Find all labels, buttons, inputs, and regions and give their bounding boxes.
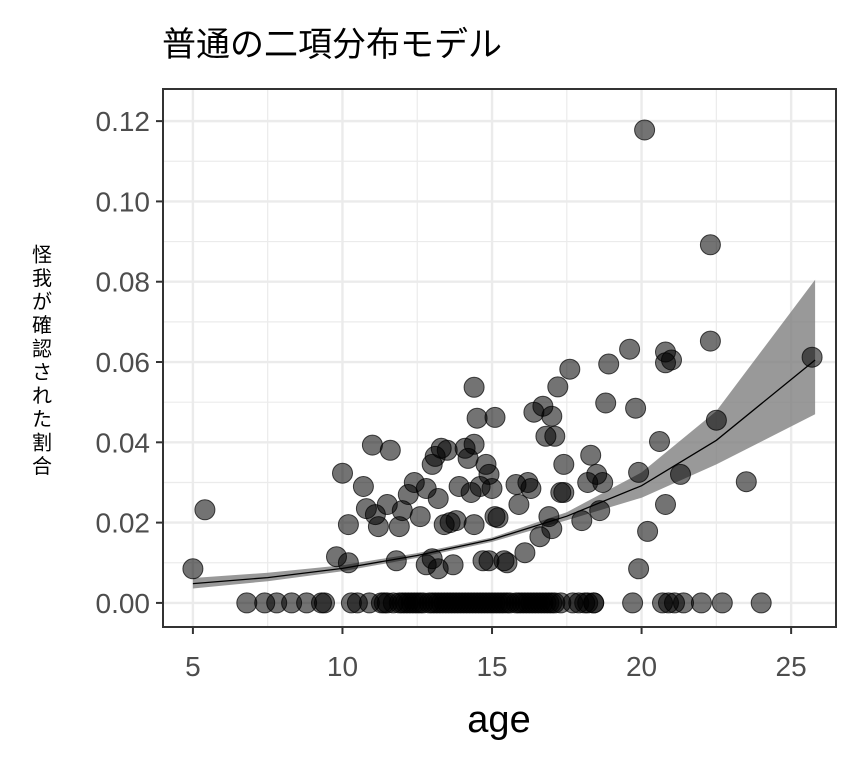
data-point	[352, 476, 374, 497]
data-point	[592, 472, 614, 493]
data-point	[583, 592, 605, 614]
data-point	[634, 119, 656, 141]
data-point	[484, 406, 506, 428]
data-point	[673, 592, 694, 614]
data-point	[595, 392, 617, 414]
y-axis: 0.00 0.02 0.04 0.06 0.08 0.10 0.12 怪我が確認された割合	[32, 106, 163, 619]
data-point	[361, 434, 383, 456]
data-point	[637, 520, 659, 542]
x-tick-label: 25	[776, 651, 807, 682]
panel-border	[162, 88, 837, 628]
y-tick-labels: 0.00 0.02 0.04 0.06 0.08 0.10 0.12	[96, 106, 151, 619]
y-tick-label: 0.10	[96, 186, 151, 217]
data-point	[436, 439, 458, 461]
data-point	[332, 462, 353, 484]
y-tick-label: 0.02	[96, 508, 151, 539]
y-tick-label: 0.04	[96, 427, 151, 458]
data-point	[337, 514, 359, 536]
data-point	[442, 554, 464, 576]
data-point	[559, 358, 581, 380]
data-point	[670, 463, 691, 485]
data-point	[463, 514, 485, 536]
data-point	[547, 376, 569, 398]
data-point	[705, 409, 727, 431]
data-point	[337, 552, 359, 574]
data-point	[541, 405, 563, 427]
data-point	[625, 397, 647, 419]
data-point	[580, 444, 602, 466]
y-tick-label: 0.06	[96, 347, 151, 378]
x-axis: 5 10 15 20 25 age	[185, 627, 807, 741]
data-point	[661, 349, 682, 371]
x-axis-label: age	[467, 699, 530, 741]
x-tick-labels: 5 10 15 20 25	[185, 651, 807, 682]
data-point	[481, 478, 503, 499]
data-point	[628, 461, 650, 483]
data-point	[544, 425, 566, 447]
data-point	[622, 592, 644, 614]
data-point	[379, 439, 401, 461]
data-point	[553, 453, 575, 475]
y-tick-marks	[156, 120, 163, 604]
x-tick-label: 20	[626, 651, 657, 682]
chart-title: 普通の二項分布モデル	[162, 25, 502, 65]
x-tick-label: 10	[327, 651, 358, 682]
data-point	[711, 592, 733, 614]
data-point	[194, 499, 216, 521]
data-point	[598, 353, 620, 375]
data-point	[735, 471, 757, 493]
data-point	[314, 592, 335, 614]
data-point	[463, 376, 485, 398]
y-tick-label: 0.12	[96, 106, 151, 137]
data-point	[589, 500, 611, 522]
data-point	[649, 431, 670, 452]
plot-panel	[162, 88, 837, 628]
x-tick-label: 15	[476, 651, 507, 682]
data-point	[463, 433, 485, 455]
data-points	[182, 119, 823, 614]
data-point	[409, 506, 431, 528]
data-point	[801, 346, 823, 368]
data-point	[445, 510, 467, 532]
data-point	[699, 330, 721, 352]
y-tick-label: 0.08	[96, 267, 151, 298]
data-point	[508, 494, 530, 515]
data-point	[182, 558, 204, 580]
data-point	[619, 338, 641, 360]
data-point	[541, 518, 563, 540]
data-point	[553, 482, 575, 503]
data-point	[487, 507, 509, 529]
y-tick-label: 0.00	[96, 588, 151, 619]
data-point	[514, 542, 536, 564]
data-point	[520, 478, 542, 499]
data-point	[699, 234, 721, 256]
data-point	[628, 558, 650, 580]
fit-line	[192, 359, 816, 585]
data-point	[750, 592, 772, 614]
data-point	[367, 516, 389, 538]
data-point	[236, 592, 258, 614]
x-tick-label: 5	[185, 651, 201, 682]
x-tick-marks	[191, 627, 793, 634]
data-point	[496, 552, 518, 574]
confidence-band	[192, 279, 816, 589]
data-point	[427, 488, 449, 509]
data-point	[466, 407, 488, 429]
y-axis-label: 怪我が確認された割合	[32, 242, 52, 478]
data-point	[690, 592, 712, 614]
panel-background	[163, 89, 836, 627]
data-point	[655, 494, 676, 515]
